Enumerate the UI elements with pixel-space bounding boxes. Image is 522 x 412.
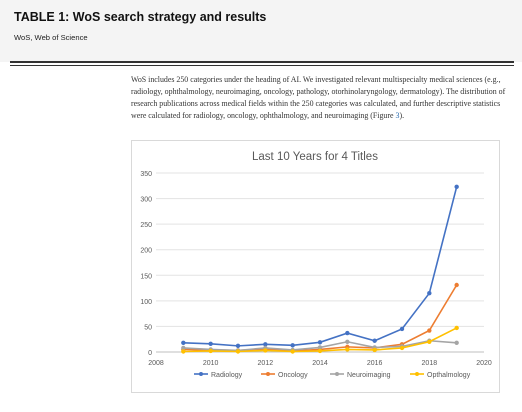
table-rule-thin xyxy=(10,65,514,66)
legend-marker xyxy=(199,372,203,376)
table-title: TABLE 1: WoS search strategy and results xyxy=(14,10,267,24)
data-point xyxy=(345,339,350,344)
body-paragraph: WoS includes 250 categories under the he… xyxy=(131,74,515,122)
data-point xyxy=(454,325,459,331)
data-point xyxy=(263,348,268,353)
x-tick-label: 2020 xyxy=(476,360,492,367)
data-point xyxy=(399,345,405,351)
data-point xyxy=(345,330,350,336)
data-point xyxy=(454,282,459,288)
data-point xyxy=(317,345,323,350)
data-point xyxy=(454,184,459,190)
x-tick-label: 2018 xyxy=(422,360,438,367)
table-subtitle: WoS, Web of Science xyxy=(14,33,88,42)
legend-label: Radiology xyxy=(211,372,243,379)
data-point xyxy=(399,326,405,332)
line-chart: Last 10 Years for 4 Titles 0 50 100 150 200 2… xyxy=(131,140,500,393)
data-point xyxy=(181,345,186,351)
data-point xyxy=(372,347,377,353)
legend-item: Opthalmology xyxy=(410,372,471,379)
data-point xyxy=(345,347,350,352)
series-opthalmology xyxy=(181,325,459,354)
y-tick-label: 350 xyxy=(140,171,152,178)
figure-link[interactable]: 3 xyxy=(395,111,400,121)
data-point xyxy=(427,290,432,296)
data-point xyxy=(427,339,432,344)
y-tick-label: 300 xyxy=(140,197,152,204)
y-tick-label: 250 xyxy=(140,222,152,229)
legend-label: Oncology xyxy=(278,372,308,379)
data-point xyxy=(454,340,459,345)
data-point xyxy=(208,348,213,354)
data-point xyxy=(427,328,432,333)
legend-label: Neuroimaging xyxy=(347,372,391,379)
data-point xyxy=(372,338,377,343)
y-tick-label: 200 xyxy=(140,248,152,255)
x-tick-label: 2010 xyxy=(203,360,219,367)
data-point xyxy=(317,340,323,345)
y-tick-label: 50 xyxy=(144,324,152,331)
chart-svg: Last 10 Years for 4 Titles 0 50 100 150 200 2… xyxy=(140,151,492,379)
legend-item: Oncology xyxy=(261,372,308,379)
table-rule-thick xyxy=(10,61,514,63)
y-tick-label: 150 xyxy=(140,273,152,280)
legend-marker xyxy=(335,372,339,376)
data-point xyxy=(317,348,323,354)
legend-item: Neuroimaging xyxy=(330,372,391,379)
legend-marker xyxy=(266,372,270,376)
data-point xyxy=(181,340,186,345)
legend-marker xyxy=(415,372,419,376)
legend-item: Radiology xyxy=(194,372,243,379)
data-point xyxy=(208,341,213,347)
x-tick-label: 2016 xyxy=(367,360,383,367)
data-point xyxy=(290,343,295,348)
data-point xyxy=(290,349,295,354)
x-tick-label: 2008 xyxy=(148,360,164,367)
legend-label: Opthalmology xyxy=(427,372,471,379)
y-tick-label: 0 xyxy=(148,350,152,357)
data-point xyxy=(263,342,268,347)
data-point xyxy=(235,343,241,349)
table-caption-band: TABLE 1: WoS search strategy and results… xyxy=(0,0,522,62)
y-tick-label: 100 xyxy=(140,299,152,306)
data-point xyxy=(235,349,241,354)
x-tick-label: 2014 xyxy=(312,360,328,367)
series-line xyxy=(183,186,458,347)
paragraph-end: ). xyxy=(399,111,405,121)
paragraph-text: WoS includes 250 categories under the he… xyxy=(131,75,506,121)
series-radiology xyxy=(181,184,459,349)
x-tick-label: 2012 xyxy=(258,360,274,367)
chart-title: Last 10 Years for 4 Titles xyxy=(252,151,378,163)
data-point xyxy=(181,349,186,354)
